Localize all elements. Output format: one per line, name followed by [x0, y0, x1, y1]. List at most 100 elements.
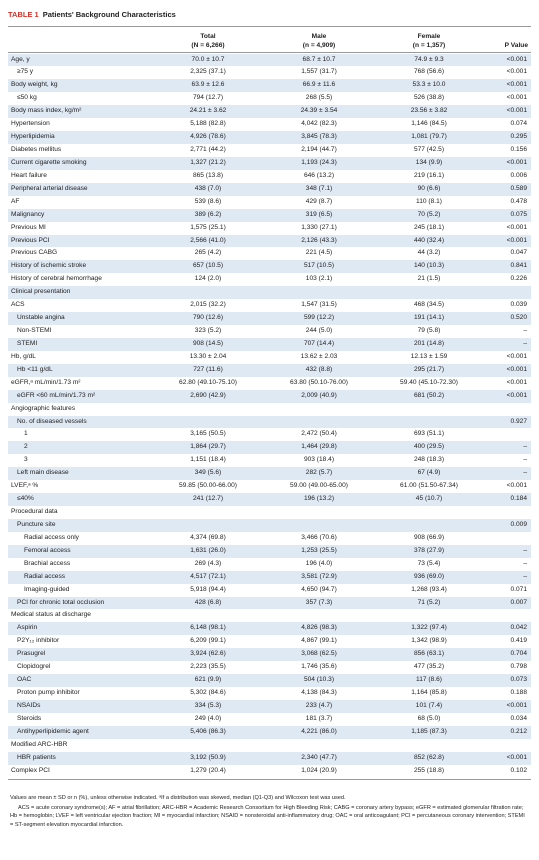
cell-value: 0.188: [510, 689, 527, 697]
cell-value: 221 (4.5): [305, 249, 333, 257]
table-row: Proton pump inhibitor 5,302 (84.6) 4,138 (…: [8, 687, 531, 700]
cell-value: 219 (16.1): [413, 171, 445, 179]
cell-value: 428 (6.8): [194, 598, 222, 606]
cell-value: 1,164 (85.8): [411, 689, 447, 697]
cell-value: 2,690 (42.9): [190, 391, 226, 399]
cell-value: 103 (2.1): [305, 275, 333, 283]
cell-value: 477 (35.2): [413, 663, 445, 671]
cell-value: 269 (4.3): [194, 559, 222, 567]
cell-value: 319 (6.5): [305, 210, 333, 218]
row-label: Prasugrel: [17, 650, 46, 658]
column-header: Female (n = 1,357): [389, 32, 469, 50]
cell-value: 577 (42.5): [413, 146, 445, 153]
row-label: ≤40%: [17, 495, 34, 503]
cell-value: 245 (18.1): [413, 223, 445, 231]
cell-value: 432 (8.8): [305, 365, 333, 373]
cell-value: 71 (5.2): [417, 598, 441, 606]
cell-value: <0.001: [506, 55, 527, 63]
cell-value: –: [523, 559, 527, 567]
table-row: Body weight, kg 63.9 ± 12.6 66.9 ± 11.6 53.…: [8, 79, 531, 93]
row-label: OAC: [17, 676, 32, 684]
table-row: OAC 621 (9.9) 504 (10.3) 117 (8.6) 0.073: [8, 674, 531, 688]
cell-value: 13.62 ± 2.03: [300, 352, 338, 360]
cell-value: 244 (5.0): [305, 327, 333, 335]
table-row: Puncture site 0.009: [8, 518, 531, 532]
cell-value: 1,146 (84.5): [411, 120, 447, 128]
cell-value: 1,253 (25.5): [301, 546, 337, 554]
cell-value: 0.034: [510, 714, 527, 722]
table-row: Hypertension 5,188 (82.8) 4,042 (82.3) 1,14…: [8, 118, 531, 131]
cell-value: 908 (14.5): [192, 339, 224, 347]
cell-value: 0.589: [510, 184, 527, 192]
row-label: LVEF,ᵃ %: [11, 482, 39, 490]
cell-value: 24.39 ± 3.54: [300, 107, 338, 115]
table-row: 3 1,151 (18.4) 903 (18.4) 248 (18.3) –: [8, 454, 531, 467]
title-text: Patients' Background Characteristics: [42, 10, 176, 19]
cell-value: 4,517 (72.1): [190, 572, 226, 580]
cell-value: 124 (2.0): [194, 275, 222, 283]
cell-value: 2,325 (37.1): [190, 68, 226, 76]
table-row: Prasugrel 3,924 (62.6) 3,068 (62.5) 856 (63…: [8, 648, 531, 662]
table-label: TABLE 1: [8, 10, 39, 19]
row-label: Unstable angina: [17, 314, 65, 322]
row-label: eGFR,ᵃ mL/min/1.73 m²: [11, 378, 81, 386]
row-label: ACS: [11, 301, 25, 309]
row-label: Body mass index, kg/m²: [11, 107, 82, 115]
cell-value: 0.102: [510, 766, 527, 774]
table-row: Age, y 70.0 ± 10.7 68.7 ± 10.7 74.9 ± 9.3 <0…: [8, 53, 531, 67]
cell-value: 66.9 ± 11.6: [302, 81, 336, 89]
cell-value: 13.30 ± 2.04: [189, 352, 227, 360]
table-row: LVEF,ᵃ % 59.85 (50.00-66.00) 59.00 (49.00-…: [8, 480, 531, 493]
row-label: Steroids: [17, 714, 42, 722]
cell-value: 134 (9.9): [415, 158, 443, 166]
cell-value: 0.419: [510, 637, 527, 645]
cell-value: –: [523, 339, 527, 347]
cell-value: <0.001: [506, 68, 527, 76]
cell-value: 0.478: [510, 197, 527, 205]
cell-value: <0.001: [506, 223, 527, 231]
row-label: Hyperlipidemia: [11, 133, 55, 141]
row-label: Proton pump inhibitor: [17, 689, 80, 697]
cell-value: 2,340 (47.7): [301, 753, 337, 761]
cell-value: 856 (63.1): [413, 650, 445, 658]
row-label: Medical status at discharge: [11, 611, 91, 619]
row-label: Antihyperlipidemic agent: [17, 727, 89, 735]
table-row: Femoral access 1,631 (26.0) 1,253 (25.5) 37…: [8, 544, 531, 558]
column-name: Total: [200, 33, 216, 40]
cell-value: <0.001: [506, 482, 527, 490]
rule: [8, 778, 531, 780]
table-row: Malignancy 389 (6.2) 319 (6.5) 70 (5.2) 0.07…: [8, 208, 531, 222]
table-row: Current cigarette smoking 1,327 (21.2) 1,1…: [8, 156, 531, 170]
table-row: ≤50 kg 794 (12.7) 268 (5.5) 526 (38.8) <0.00…: [8, 92, 531, 105]
table-row: PCI for chronic total occlusion 428 (6.8)…: [8, 596, 531, 610]
table-row: Clinical presentation: [8, 286, 531, 300]
cell-value: <0.001: [506, 236, 527, 244]
row-label: eGFR <60 mL/min/1.73 m²: [17, 391, 96, 399]
row-label: Malignancy: [11, 210, 45, 218]
table-row: STEMI 908 (14.5) 707 (14.4) 201 (14.8) –: [8, 337, 531, 351]
column-name: Male: [311, 33, 327, 40]
row-label: Diabetes mellitus: [11, 146, 62, 153]
cell-value: 3,165 (50.5): [190, 430, 226, 438]
table-row: 1 3,165 (50.5) 2,472 (50.4) 693 (51.1): [8, 428, 531, 441]
cell-value: 0.704: [510, 650, 527, 658]
cell-value: 0.520: [510, 314, 527, 322]
cell-value: 4,867 (99.1): [301, 637, 337, 645]
table-row: Steroids 249 (4.0) 181 (3.7) 68 (5.0) 0.034: [8, 713, 531, 726]
row-label: Hb, g/dL: [11, 352, 36, 360]
column-n: (n = 4,909): [302, 42, 336, 49]
cell-value: 429 (8.7): [305, 197, 333, 205]
cell-value: 438 (7.0): [194, 184, 222, 192]
cell-value: 23.56 ± 3.82: [410, 107, 448, 115]
table-row: 2 1,864 (29.7) 1,464 (29.8) 400 (29.5) –: [8, 441, 531, 455]
cell-value: 24.21 ± 3.62: [189, 107, 227, 115]
table-row: Modified ARC-HBR: [8, 739, 531, 752]
table-row: Non-STEMI 323 (5.2) 244 (5.0) 79 (5.8) –: [8, 325, 531, 338]
table-row: Left main disease 349 (5.6) 282 (5.7) 67 (4…: [8, 467, 531, 481]
row-label: Current cigarette smoking: [11, 158, 87, 166]
cell-value: 693 (51.1): [413, 430, 445, 438]
cell-value: 12.13 ± 1.59: [410, 352, 448, 360]
cell-value: –: [523, 456, 527, 464]
row-label: Aspirin: [17, 624, 38, 632]
